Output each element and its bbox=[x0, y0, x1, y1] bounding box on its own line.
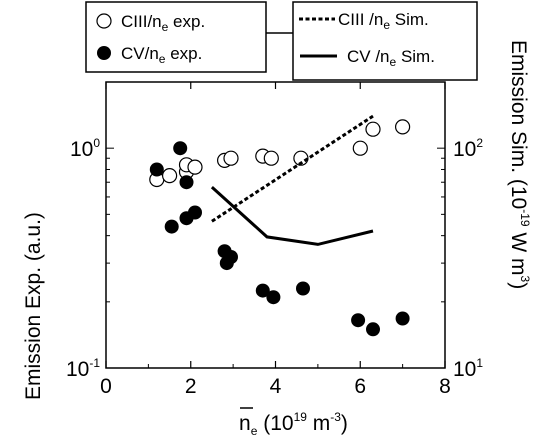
legend-item-cv-exp: CV/ne exp. bbox=[121, 44, 202, 66]
x-tick-label: 4 bbox=[270, 375, 282, 398]
legend-right-box bbox=[292, 1, 478, 81]
x-tick-label: 2 bbox=[185, 375, 197, 398]
data-point-filled bbox=[149, 162, 164, 177]
legend-left-box bbox=[85, 1, 267, 73]
x-tick-label: 6 bbox=[354, 375, 366, 398]
legend-filled-circle-marker bbox=[97, 46, 111, 60]
data-point-filled bbox=[188, 205, 202, 220]
data-point-filled bbox=[219, 256, 234, 271]
data-point-open bbox=[223, 150, 239, 166]
data-point-open bbox=[293, 150, 309, 166]
y-right-label-unit: W m bbox=[507, 227, 530, 276]
legend-open-circle-marker bbox=[96, 13, 112, 29]
y-right-axis-label: Emission Sim. (10-19 W m3) bbox=[507, 40, 532, 289]
y-left-tick-label: 100 bbox=[70, 136, 100, 161]
y-right-label-exp: -19 bbox=[518, 209, 532, 227]
legend-item-cv-sim: CV /ne Sim. bbox=[347, 47, 435, 69]
data-point-filled bbox=[296, 281, 310, 296]
x-axis-label-unit-exp: -3 bbox=[330, 410, 341, 424]
data-point-filled bbox=[255, 283, 270, 298]
x-axis-label-sub: e bbox=[251, 424, 258, 438]
data-point-filled bbox=[266, 290, 281, 305]
data-point-open bbox=[187, 159, 203, 175]
x-axis-label-var: n bbox=[239, 412, 251, 435]
legend-item-ciii-exp: CIII/ne exp. bbox=[121, 12, 205, 34]
series-layer bbox=[149, 114, 411, 337]
y-right-tick-label: 101 bbox=[453, 356, 483, 381]
data-point-open bbox=[365, 121, 381, 137]
y-right-label-end: ) bbox=[507, 282, 530, 289]
x-tick-label: 8 bbox=[439, 375, 451, 398]
data-point-open bbox=[162, 168, 178, 184]
x-axis-label-unit: m bbox=[307, 412, 330, 435]
tick-layer: 0 2 4 6 8 100 10-1 102 101 bbox=[66, 81, 483, 398]
data-point-filled bbox=[351, 313, 366, 328]
data-point-open bbox=[352, 140, 368, 156]
x-axis-label: ne (1019 m-3) bbox=[239, 410, 348, 438]
x-axis-label-mid: (10 bbox=[257, 412, 293, 435]
data-point-open bbox=[263, 150, 279, 166]
data-point-filled bbox=[179, 175, 194, 190]
series-line-solid bbox=[210, 185, 374, 246]
data-point-filled bbox=[395, 311, 410, 326]
data-point-filled bbox=[366, 322, 380, 337]
x-axis-label-exp: 19 bbox=[294, 410, 308, 424]
data-point-filled bbox=[173, 141, 188, 156]
legend-item-ciii-sim: CIII /ne Sim. bbox=[338, 10, 429, 32]
data-point-filled bbox=[164, 219, 179, 234]
y-left-tick-label: 10-1 bbox=[66, 356, 100, 381]
x-axis-label-end: ) bbox=[341, 412, 348, 435]
y-right-tick-label: 102 bbox=[453, 136, 483, 161]
y-right-label-unit-exp: 3 bbox=[518, 276, 532, 283]
y-left-axis-label: Emission Exp. (a.u.) bbox=[22, 212, 45, 400]
legend-right: CIII /ne Sim. CV /ne Sim. bbox=[292, 1, 478, 81]
legend-left: CIII/ne exp. CV/ne exp. bbox=[85, 1, 267, 73]
x-tick-label: 0 bbox=[100, 375, 112, 398]
y-right-label-main: Emission Sim. (10 bbox=[507, 40, 530, 209]
data-point-open bbox=[395, 119, 411, 135]
